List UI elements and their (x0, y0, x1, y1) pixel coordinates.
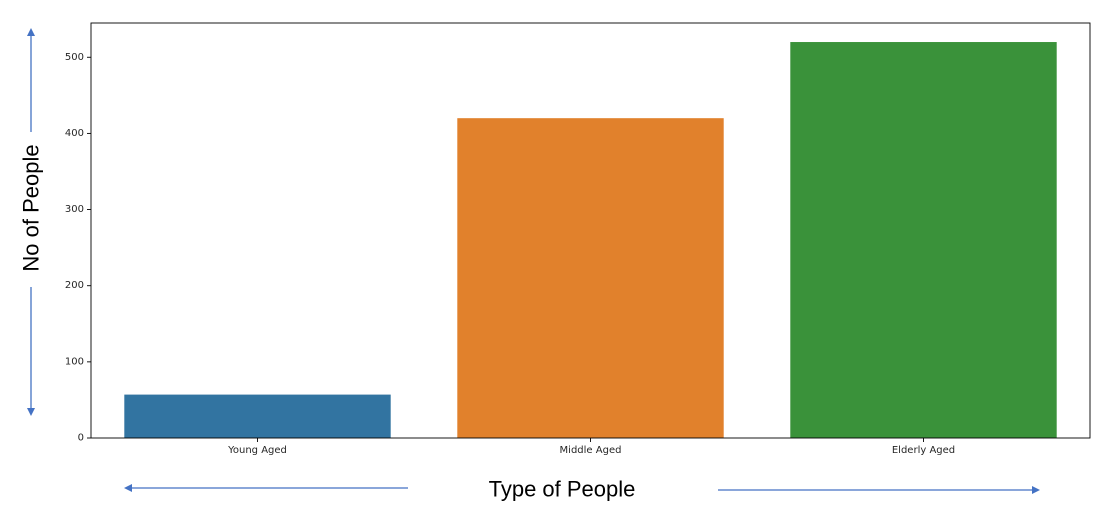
bar-middle-aged (457, 118, 724, 439)
y-tick-label: 0 (78, 433, 84, 444)
y-ticks-group: 0 100 200 300 400 500 (65, 52, 91, 444)
bar-elderly-aged (790, 42, 1057, 439)
y-axis-title: No of People (19, 144, 44, 271)
x-tick-label: Middle Aged (560, 445, 622, 456)
x-ticks-group: Young Aged Middle Aged Elderly Aged (227, 438, 955, 456)
y-tick-label: 400 (65, 128, 84, 139)
bars-group (124, 42, 1057, 439)
y-tick-label: 200 (65, 280, 84, 291)
y-tick-label: 500 (65, 52, 84, 63)
bar-young-aged (124, 394, 391, 438)
y-tick-label: 300 (65, 204, 84, 215)
plot-frame (90, 22, 1091, 439)
y-tick-label: 100 (65, 356, 84, 367)
x-axis-title: Type of People (489, 477, 636, 502)
x-tick-label: Young Aged (227, 445, 287, 456)
x-tick-label: Elderly Aged (892, 445, 955, 456)
